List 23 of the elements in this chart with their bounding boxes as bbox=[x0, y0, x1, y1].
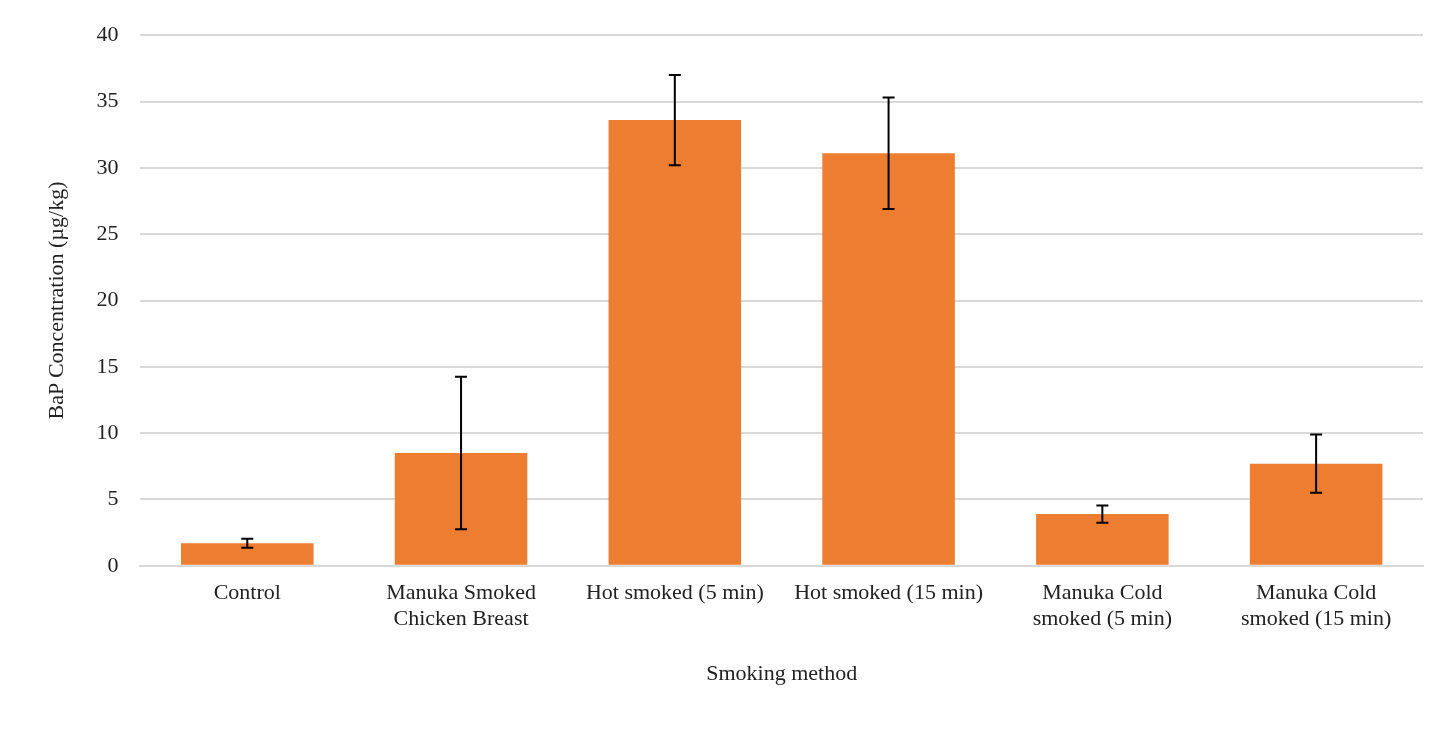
bar bbox=[608, 120, 742, 565]
x-tick-label: Hot smoked (5 min) bbox=[585, 578, 764, 604]
bar bbox=[394, 453, 528, 565]
y-tick-label: 15 bbox=[96, 352, 119, 378]
x-tick-label: Hot smoked (15 min) bbox=[794, 578, 983, 604]
bar bbox=[822, 153, 955, 565]
x-tick-label: Manuka Smoked Chicken Breast bbox=[386, 578, 536, 631]
y-axis-title: BaP Concentration (µg/kg) bbox=[42, 181, 68, 420]
y-tick-label: 0 bbox=[107, 551, 119, 577]
y-tick-label: 25 bbox=[96, 219, 119, 245]
x-tick-label: Manuka Cold smoked (15 min) bbox=[1240, 578, 1392, 631]
y-tick-label: 5 bbox=[107, 485, 119, 511]
x-axis-title: Smoking method bbox=[706, 659, 858, 685]
y-tick-label: 35 bbox=[96, 87, 119, 113]
y-tick-label: 10 bbox=[96, 418, 119, 444]
y-tick-label: 40 bbox=[96, 20, 119, 46]
bar bbox=[1036, 514, 1169, 565]
x-tick-label: Control bbox=[213, 578, 281, 604]
y-tick-label: 20 bbox=[96, 286, 119, 312]
bar bbox=[181, 543, 314, 565]
x-tick-label: Manuka Cold smoked (5 min) bbox=[1032, 578, 1173, 631]
y-tick-label: 30 bbox=[96, 153, 119, 179]
bar bbox=[1249, 463, 1383, 565]
